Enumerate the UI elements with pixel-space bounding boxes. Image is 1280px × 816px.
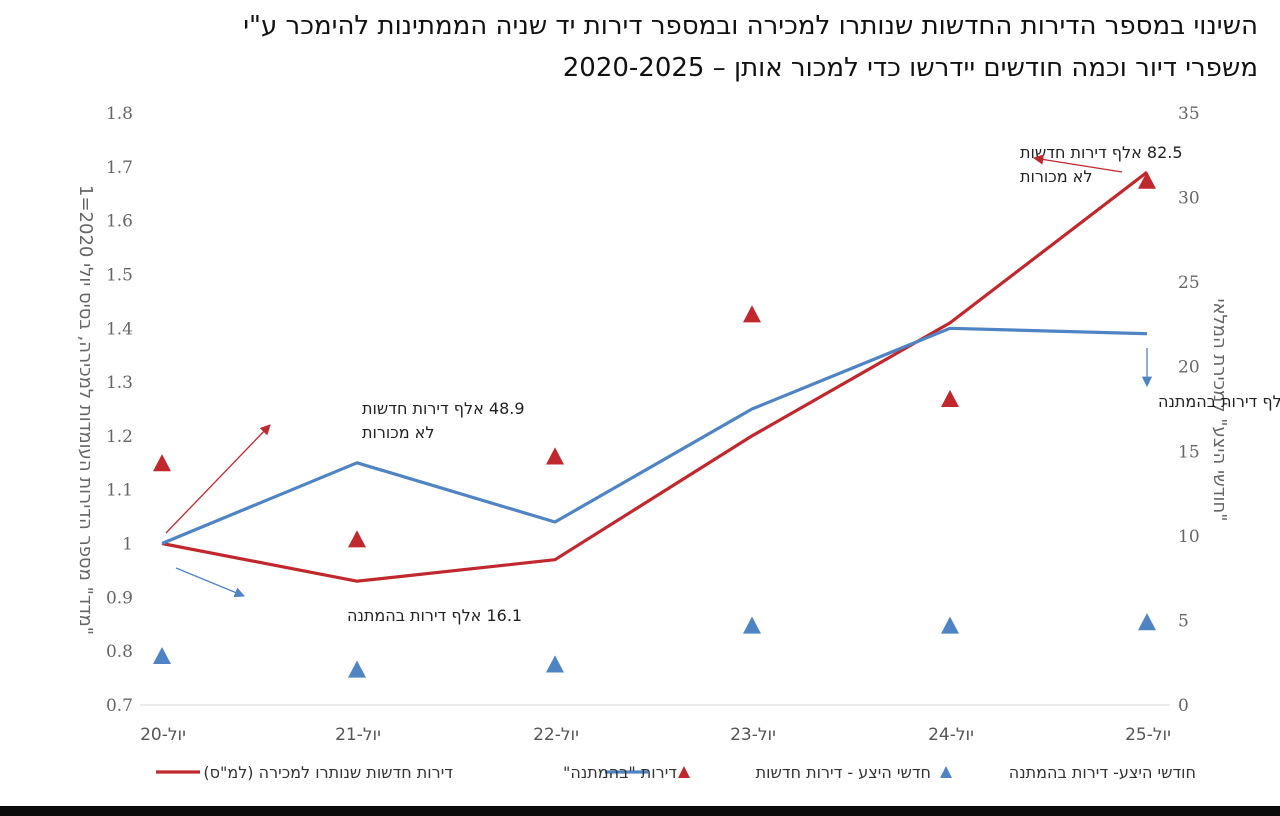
- legend-label-0: דירות חדשות שנותרו למכירה (למ"ס): [203, 763, 453, 782]
- y-left-tick-label: 1.7: [106, 158, 133, 178]
- y-left-tick-label: 1.6: [106, 212, 133, 232]
- chart-title-line2: משפרי דיור וכמה חודשים יידרשו כדי למכור …: [562, 53, 1258, 83]
- y-left-tick-label: 1.4: [106, 319, 133, 339]
- annotation-ann1-line1: 48.9 אלף דירות חדשות: [362, 399, 525, 418]
- series-line-0: [161, 170, 1148, 583]
- bottom-bar: [0, 806, 1280, 816]
- y-right-tick-label: 10: [1178, 527, 1200, 547]
- series-marker-2: [941, 389, 959, 407]
- y-left-tick-label: 1.5: [106, 265, 133, 285]
- annotation-ann2-arrow: [175, 567, 245, 598]
- series-marker-2: [743, 305, 761, 323]
- x-tick-label: יול-21: [335, 725, 381, 745]
- series-marker-2: [153, 454, 171, 472]
- y-left-tick-label: 0.9: [106, 588, 133, 608]
- series-marker-3: [1138, 613, 1156, 631]
- y-left-tick-label: 0.7: [106, 696, 133, 716]
- series-marker-2: [546, 447, 564, 465]
- y-right-tick-label: 35: [1178, 104, 1200, 124]
- legend-swatch-3: [940, 766, 952, 778]
- y-right-tick-label: 20: [1178, 358, 1200, 378]
- legend-swatch-2: [678, 766, 690, 778]
- series-marker-3: [348, 660, 366, 678]
- legend-label-1: דירות "בהמתנה": [563, 763, 677, 782]
- series-marker-3: [153, 646, 171, 665]
- x-tick-label: יול-24: [928, 725, 974, 745]
- y-right-tick-label: 5: [1178, 611, 1189, 631]
- x-tick-label: יול-23: [730, 725, 776, 745]
- annotation-ann1-arrow: [165, 424, 271, 534]
- series-marker-2: [1138, 171, 1156, 189]
- y-right-axis-label: "חודשי היצע" למכירת המלאי: [1209, 299, 1230, 522]
- y-left-tick-label: 1.1: [106, 481, 133, 501]
- legend-label-2: חדשי היצע - דירות חדשות: [756, 763, 931, 782]
- annotation-ann3-line2: לא מכורות: [1020, 167, 1092, 186]
- series-marker-2: [348, 530, 366, 548]
- y-left-tick-label: 1.2: [106, 427, 133, 447]
- y-right-tick-label: 0: [1178, 696, 1189, 716]
- x-tick-label: יול-20: [140, 725, 186, 745]
- annotation-ann4-line1: 22.4 אלף דירות בהמתנה: [1158, 392, 1280, 411]
- annotation-ann1-line2: לא מכורות: [362, 423, 434, 442]
- annotation-ann3-line1: 82.5 אלף דירות חדשות: [1020, 143, 1183, 162]
- series-line-1: [161, 326, 1148, 545]
- y-left-tick-label: 1.3: [106, 373, 133, 393]
- annotation-ann3-arrow: [1032, 154, 1123, 173]
- series-marker-3: [941, 616, 959, 634]
- y-right-tick-label: 15: [1178, 442, 1200, 462]
- series-marker-3: [743, 616, 761, 634]
- series-marker-3: [546, 655, 564, 673]
- y-right-tick-label: 25: [1178, 273, 1200, 293]
- annotation-ann2-line1: 16.1 אלף דירות בהמתנה: [347, 606, 522, 625]
- legend-label-3: חודשי היצע- דירות בהמתנה: [1009, 763, 1196, 782]
- x-tick-label: יול-22: [533, 725, 579, 745]
- y-right-tick-label: 30: [1178, 189, 1200, 209]
- y-left-axis-label: "מדד" מספר הדירות העומדות למכירה, בסיס י…: [75, 185, 96, 635]
- x-tick-label: יול-25: [1125, 725, 1171, 745]
- y-left-tick-label: 1.8: [106, 104, 133, 124]
- y-left-tick-label: 0.8: [106, 642, 133, 662]
- y-left-tick-label: 1: [122, 535, 133, 555]
- chart-title-line1: השינוי במספר הדירות החדשות שנותרו למכירה…: [243, 11, 1258, 41]
